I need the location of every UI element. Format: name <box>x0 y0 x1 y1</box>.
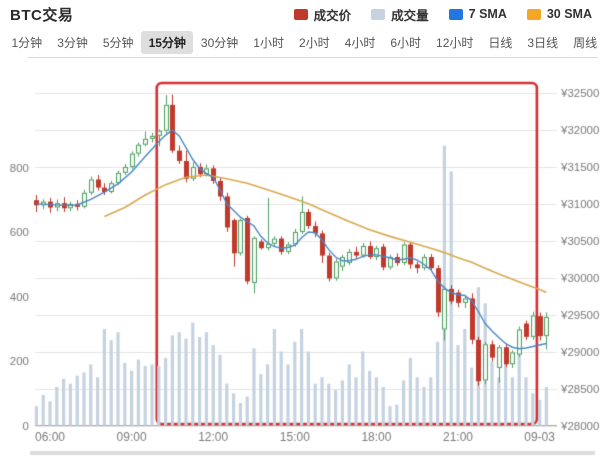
legend-label: 成交量 <box>391 8 429 23</box>
legend-label: 成交价 <box>313 8 352 23</box>
tab-interval-3[interactable]: 15分钟 <box>141 30 194 54</box>
tab-interval-0[interactable]: 1分钟 <box>11 35 43 50</box>
tab-interval-2[interactable]: 5分钟 <box>102 35 134 50</box>
tab-interval-6[interactable]: 2小时 <box>298 35 330 50</box>
legend-swatch-icon <box>448 8 463 20</box>
tab-interval-8[interactable]: 6小时 <box>390 35 422 50</box>
tab-interval-11[interactable]: 3日线 <box>527 35 559 50</box>
interval-tabs: 1分钟 3分钟 5分钟 15分钟 30分钟 1小时 2小时 4小时 6小时 12小时 日线 3日线 周线 <box>4 30 600 54</box>
tab-interval-9[interactable]: 12小时 <box>436 35 474 50</box>
tab-interval-1[interactable]: 3分钟 <box>57 35 88 50</box>
legend-label: 30 SMA <box>546 7 592 21</box>
tab-interval-10[interactable]: 日线 <box>488 35 513 50</box>
page-title: BTC交易 <box>10 6 74 24</box>
legend-item-3[interactable]: 30 SMA <box>526 7 592 21</box>
legend-item-1[interactable]: 成交量 <box>371 5 429 24</box>
legend-item-2[interactable]: 7 SMA <box>448 7 507 21</box>
tabs-divider <box>28 57 598 58</box>
legend-swatch-icon <box>526 8 541 20</box>
tab-interval-5[interactable]: 1小时 <box>253 35 284 50</box>
legend-item-0[interactable]: 成交价 <box>293 5 352 24</box>
tab-interval-7[interactable]: 4小时 <box>344 35 376 50</box>
legend-label: 7 SMA <box>468 7 507 21</box>
header: BTC交易 成交价 成交量 7 SMA 30 SMA <box>0 0 600 28</box>
legend-swatch-icon <box>293 8 308 20</box>
chart-legend: 成交价 成交量 7 SMA 30 SMA <box>293 5 600 24</box>
tab-interval-12[interactable]: 周线 <box>573 35 598 50</box>
candlestick-chart[interactable] <box>0 60 600 457</box>
tab-interval-4[interactable]: 30分钟 <box>200 35 239 50</box>
legend-swatch-icon <box>371 8 386 20</box>
